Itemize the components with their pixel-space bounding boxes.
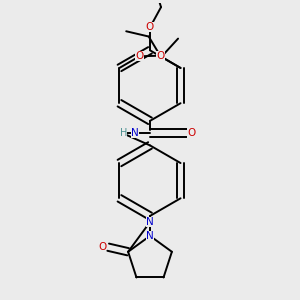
Text: O: O <box>157 51 165 61</box>
Text: N: N <box>146 217 154 227</box>
Text: O: O <box>187 128 196 138</box>
Text: N: N <box>146 231 154 241</box>
Text: O: O <box>98 242 106 252</box>
Text: H: H <box>120 128 127 138</box>
Text: N: N <box>131 128 139 138</box>
Text: O: O <box>135 51 143 61</box>
Text: O: O <box>146 22 154 32</box>
